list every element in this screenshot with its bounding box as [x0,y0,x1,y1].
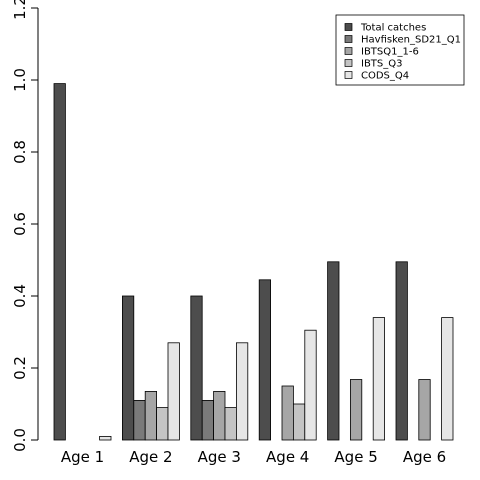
legend-swatch [344,71,353,79]
x-tick-label: Age 1 [61,448,104,466]
x-tick-label: Age 3 [198,448,241,466]
legend: Total catchesHavfisken_SD21_Q1IBTSQ1_1-6… [335,14,465,86]
y-tick-label: 1.2 [11,0,29,20]
bar [304,329,317,441]
y-tick-label: 0.0 [11,428,29,452]
bar [99,435,112,441]
legend-label: Havfisken_SD21_Q1 [361,35,461,46]
y-tick-label: 0.6 [11,212,29,236]
bar [122,295,135,441]
bar [292,403,306,441]
y-tick-label: 0.4 [11,284,29,308]
x-tick-label: Age 4 [266,448,309,466]
bar [281,385,294,441]
bar [190,295,203,441]
y-tick-label: 1.0 [11,68,29,92]
legend-swatch [344,35,353,43]
x-axis-labels: Age 1 Age 2 Age 3 Age 4 Age 5 Age 6 [61,448,446,466]
x-tick-label: Age 2 [129,448,172,466]
x-tick-label: Age 6 [403,448,446,466]
bar [144,390,157,441]
bar [395,261,408,441]
bars [53,83,454,441]
legend-swatch [344,23,353,31]
legend-label: CODS_Q4 [361,71,409,82]
bar [201,399,214,441]
legend-box [335,14,465,86]
bar [167,342,180,441]
x-tick-label: Age 5 [334,448,377,466]
bar [349,379,363,441]
legend-label: Total catches [360,23,426,34]
bar [258,279,272,441]
bar [418,379,431,441]
legend-label: IBTS_Q3 [361,59,403,70]
bar [53,83,66,441]
bar [327,261,340,441]
bar [441,317,454,441]
bar [213,390,226,441]
bar [156,407,169,441]
bar [133,399,146,441]
legend-swatch [344,59,353,67]
bar [235,342,249,441]
y-tick-label: 0.2 [11,356,29,380]
legend-label: IBTSQ1_1-6 [361,47,419,58]
bar [224,407,237,441]
y-tick-label: 0.8 [11,140,29,164]
bar [372,317,386,441]
y-axis: 0.0 0.2 0.4 0.6 0.8 1.0 1.2 [11,0,39,452]
legend-swatch [344,47,353,55]
